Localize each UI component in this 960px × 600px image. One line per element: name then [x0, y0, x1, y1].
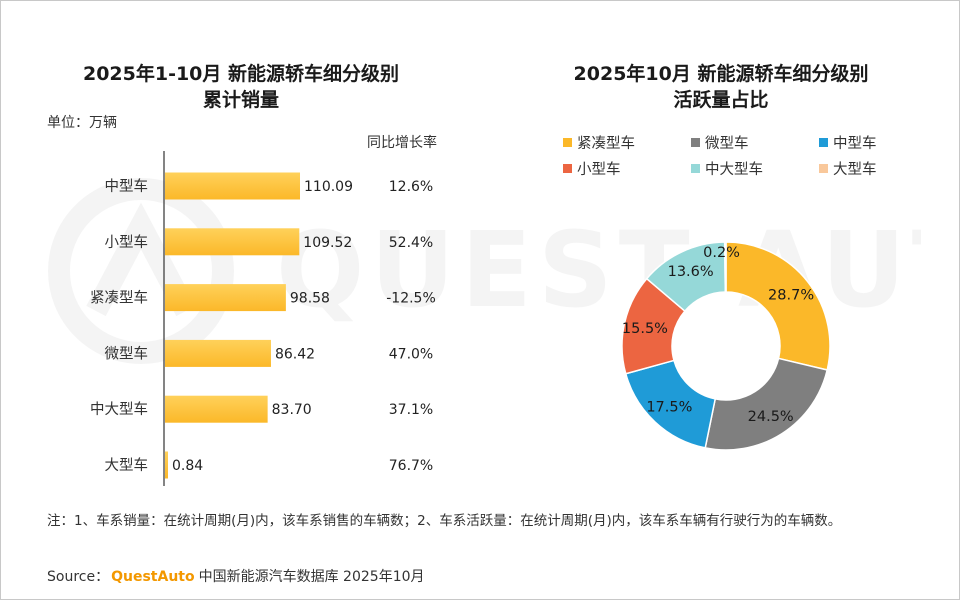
donut-slice [725, 241, 831, 371]
legend-item: 微型车 [691, 132, 819, 152]
source-line: Source： QuestAuto 中国新能源汽车数据库 2025年10月 [47, 566, 425, 586]
bar-chart-title-line-2: 累计销量 [202, 89, 279, 111]
bar-value-label: 109.52 [303, 235, 352, 251]
legend-label: 中大型车 [705, 161, 763, 178]
yoy-value: 12.6% [389, 179, 433, 195]
legend-swatch [691, 163, 700, 173]
yoy-value: 37.1% [389, 402, 433, 418]
unit-label: 单位：万辆 [47, 115, 117, 131]
yoy-value: 76.7% [389, 458, 433, 474]
bar-value-label: 98.58 [290, 291, 330, 307]
yoy-value: -12.5% [386, 291, 436, 307]
slice-label: 0.2% [703, 245, 740, 261]
legend-item: 紧凑型车 [563, 132, 691, 152]
bar-value-label: 110.09 [304, 179, 353, 195]
donut-legend: 紧凑型车 微型车 中型车小型车 中大型车 大型车 [563, 132, 903, 178]
footnote: 注：1、车系销量：在统计周期(月)内，该车系销售的车辆数；2、车系活跃量：在统计… [47, 513, 842, 529]
bar-chart-title: 2025年1-10月 新能源轿车细分级别 累计销量 [41, 61, 441, 113]
source-brand: QuestAuto [111, 569, 195, 585]
category-label: 小型车 [105, 234, 149, 251]
bar [165, 172, 300, 200]
legend-swatch [691, 137, 700, 147]
donut-chart-title-line-1: 2025年10月 新能源轿车细分级别 [573, 63, 869, 85]
yoy-header: 同比增长率 [367, 135, 437, 151]
legend-item: 小型车 [563, 158, 691, 178]
bar-chart-title-line-1: 2025年1-10月 新能源轿车细分级别 [82, 63, 400, 85]
source-prefix: Source： [47, 569, 110, 585]
donut-slice [704, 357, 829, 451]
source-text: 中国新能源汽车数据库 2025年10月 [198, 569, 425, 585]
slice-label: 24.5% [748, 409, 794, 425]
legend-swatch [819, 163, 828, 173]
bar-chart: 中型车 110.09 12.6% 小型车 109.52 52.4% 紧凑型车 98.58 -12… [90, 151, 436, 486]
category-label: 微型车 [105, 345, 149, 362]
category-label: 大型车 [105, 457, 149, 474]
slice-label: 15.5% [622, 321, 668, 337]
legend-item: 中型车 [819, 132, 919, 152]
legend-swatch [563, 163, 572, 173]
slice-label: 13.6% [668, 264, 714, 280]
donut-chart-title: 2025年10月 新能源轿车细分级别 活跃量占比 [521, 61, 921, 113]
yoy-value: 47.0% [389, 346, 433, 362]
bar [165, 451, 168, 479]
category-label: 中型车 [105, 178, 149, 195]
bar [165, 228, 300, 256]
legend-swatch [819, 137, 828, 147]
category-label: 中大型车 [90, 401, 148, 418]
bar-value-label: 83.70 [272, 402, 312, 418]
legend-item: 中大型车 [691, 158, 819, 178]
slice-label: 17.5% [646, 400, 692, 416]
legend-label: 紧凑型车 [577, 135, 635, 152]
legend-label: 小型车 [577, 161, 621, 178]
bar [165, 395, 268, 423]
legend-label: 中型车 [833, 135, 877, 152]
slice-label: 28.7% [768, 288, 814, 304]
legend-item: 大型车 [819, 158, 919, 178]
donut-slice [723, 241, 727, 293]
bar [165, 339, 271, 367]
bar-value-label: 0.84 [172, 458, 203, 474]
bar [165, 284, 286, 312]
yoy-value: 52.4% [389, 235, 433, 251]
legend-swatch [563, 137, 572, 147]
donut-chart: 28.7% 24.5% 17.5% 15.5% 13.6% 0.2% [621, 241, 831, 451]
donut-chart-title-line-2: 活跃量占比 [673, 89, 769, 111]
legend-label: 大型车 [833, 161, 877, 178]
category-label: 紧凑型车 [90, 290, 148, 307]
legend-label: 微型车 [705, 135, 749, 152]
bar-value-label: 86.42 [275, 346, 315, 362]
